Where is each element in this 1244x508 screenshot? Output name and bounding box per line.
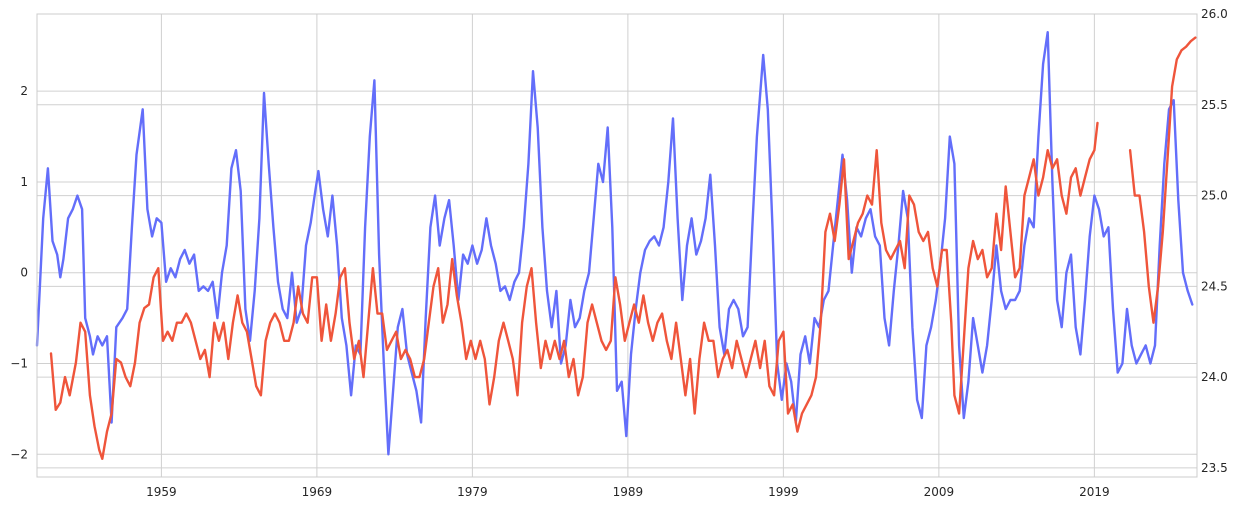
y-left-tick-label: 1 bbox=[20, 175, 28, 189]
y-right-tick-label: 26.0 bbox=[1201, 7, 1228, 21]
series-line-right-axis bbox=[49, 36, 1197, 460]
y-right-tick-label: 25.5 bbox=[1201, 98, 1228, 112]
grid-layer bbox=[37, 13, 1197, 477]
x-tick-label: 1959 bbox=[146, 485, 177, 499]
y-right-tick-label: 25.0 bbox=[1201, 189, 1228, 203]
y-left-tick-label: 0 bbox=[20, 266, 28, 280]
x-tick-label: 1969 bbox=[302, 485, 333, 499]
x-tick-label: 2009 bbox=[924, 485, 955, 499]
series-layer bbox=[35, 31, 1197, 460]
y-left-tick-label: −2 bbox=[10, 447, 28, 461]
series-line-left-axis bbox=[35, 31, 1194, 456]
y-left-tick-label: 2 bbox=[20, 84, 28, 98]
x-tick-label: 1989 bbox=[613, 485, 644, 499]
y-right-tick-label: 23.5 bbox=[1201, 461, 1228, 475]
y-left-tick-label: −1 bbox=[10, 357, 28, 371]
x-tick-label: 1979 bbox=[457, 485, 488, 499]
x-tick-label: 2019 bbox=[1079, 485, 1110, 499]
x-tick-label: 1999 bbox=[768, 485, 799, 499]
plot-frame bbox=[36, 13, 1198, 478]
tick-layer: 1959 1969 1979 1989 1999 2009 2019 −2 −1 0 1 2 23.5 2… bbox=[10, 7, 1227, 499]
y-right-tick-label: 24.0 bbox=[1201, 370, 1228, 384]
y-right-tick-label: 24.5 bbox=[1201, 279, 1228, 293]
